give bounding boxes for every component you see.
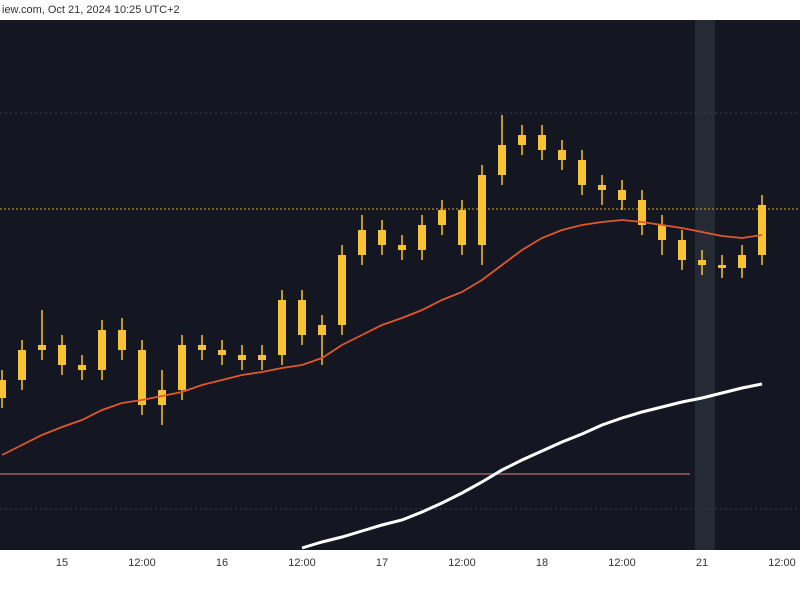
- candle-body: [398, 245, 406, 250]
- candle-body: [98, 330, 106, 370]
- candle-body: [738, 255, 746, 268]
- candle-body: [578, 160, 586, 185]
- session-band: [695, 20, 715, 550]
- candle-body: [538, 135, 546, 150]
- candle-body: [658, 225, 666, 240]
- header-bar: [0, 0, 800, 20]
- candle-body: [338, 255, 346, 325]
- candle-body: [458, 210, 466, 245]
- x-tick-label: 17: [376, 557, 388, 569]
- x-tick-label: 12:00: [768, 557, 796, 569]
- candle-body: [358, 230, 366, 255]
- candle-body: [758, 205, 766, 255]
- candle-body: [418, 225, 426, 250]
- candle-body: [38, 345, 46, 350]
- candle-body: [498, 145, 506, 175]
- candle-body: [158, 390, 166, 405]
- x-tick-label: 18: [536, 557, 548, 569]
- x-tick-label: 15: [56, 557, 68, 569]
- candle-body: [518, 135, 526, 145]
- moving-average-line: [301, 382, 763, 550]
- marks: [0, 115, 766, 550]
- candle-body: [718, 265, 726, 268]
- candle-body: [238, 355, 246, 360]
- candle-body: [318, 325, 326, 335]
- candle-body: [78, 365, 86, 370]
- plot-background: [0, 20, 800, 550]
- candle-body: [18, 350, 26, 380]
- candle-body: [258, 355, 266, 360]
- candle-body: [178, 345, 186, 390]
- candle-body: [678, 240, 686, 260]
- x-tick-label: 12:00: [608, 557, 636, 569]
- x-tick-label: 21: [696, 557, 708, 569]
- candle-body: [198, 345, 206, 350]
- x-tick-label: 16: [216, 557, 228, 569]
- moving-average-line: [1, 219, 763, 456]
- candle-body: [598, 185, 606, 190]
- candle-body: [138, 350, 146, 405]
- candle-body: [118, 330, 126, 350]
- candle-body: [58, 345, 66, 365]
- candle-body: [618, 190, 626, 200]
- time-axis: [0, 550, 800, 600]
- candle-body: [438, 210, 446, 225]
- candle-body: [278, 300, 286, 355]
- candle-body: [638, 200, 646, 225]
- x-tick-label: 12:00: [128, 557, 156, 569]
- candle-body: [378, 230, 386, 245]
- candle-body: [298, 300, 306, 335]
- candle-body: [478, 175, 486, 245]
- candle-body: [698, 260, 706, 265]
- candle-body: [558, 150, 566, 160]
- header-text: iew.com, Oct 21, 2024 10:25 UTC+2: [2, 4, 180, 16]
- x-tick-label: 12:00: [288, 557, 316, 569]
- candle-body: [218, 350, 226, 355]
- candle-body: [0, 380, 6, 398]
- x-tick-label: 12:00: [448, 557, 476, 569]
